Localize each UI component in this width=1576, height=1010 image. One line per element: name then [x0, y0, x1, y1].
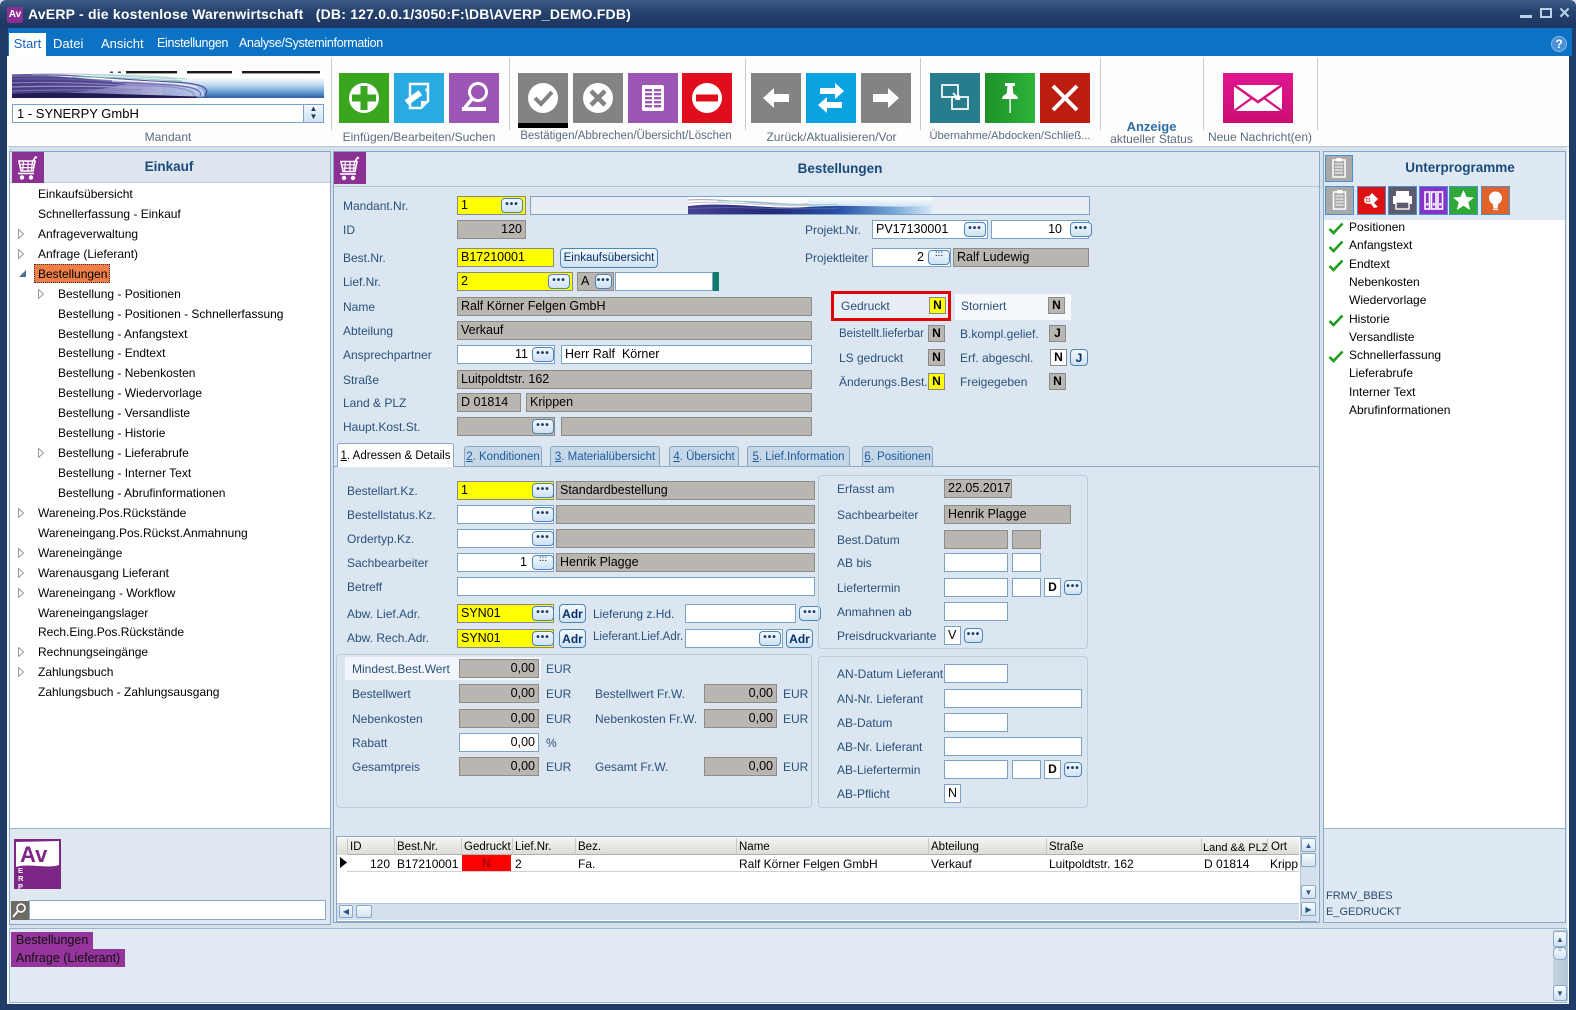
svg-text:R: R	[18, 874, 24, 883]
svg-text:P: P	[18, 882, 23, 889]
svg-text:Av: Av	[20, 842, 48, 867]
svg-text:E: E	[18, 866, 23, 875]
